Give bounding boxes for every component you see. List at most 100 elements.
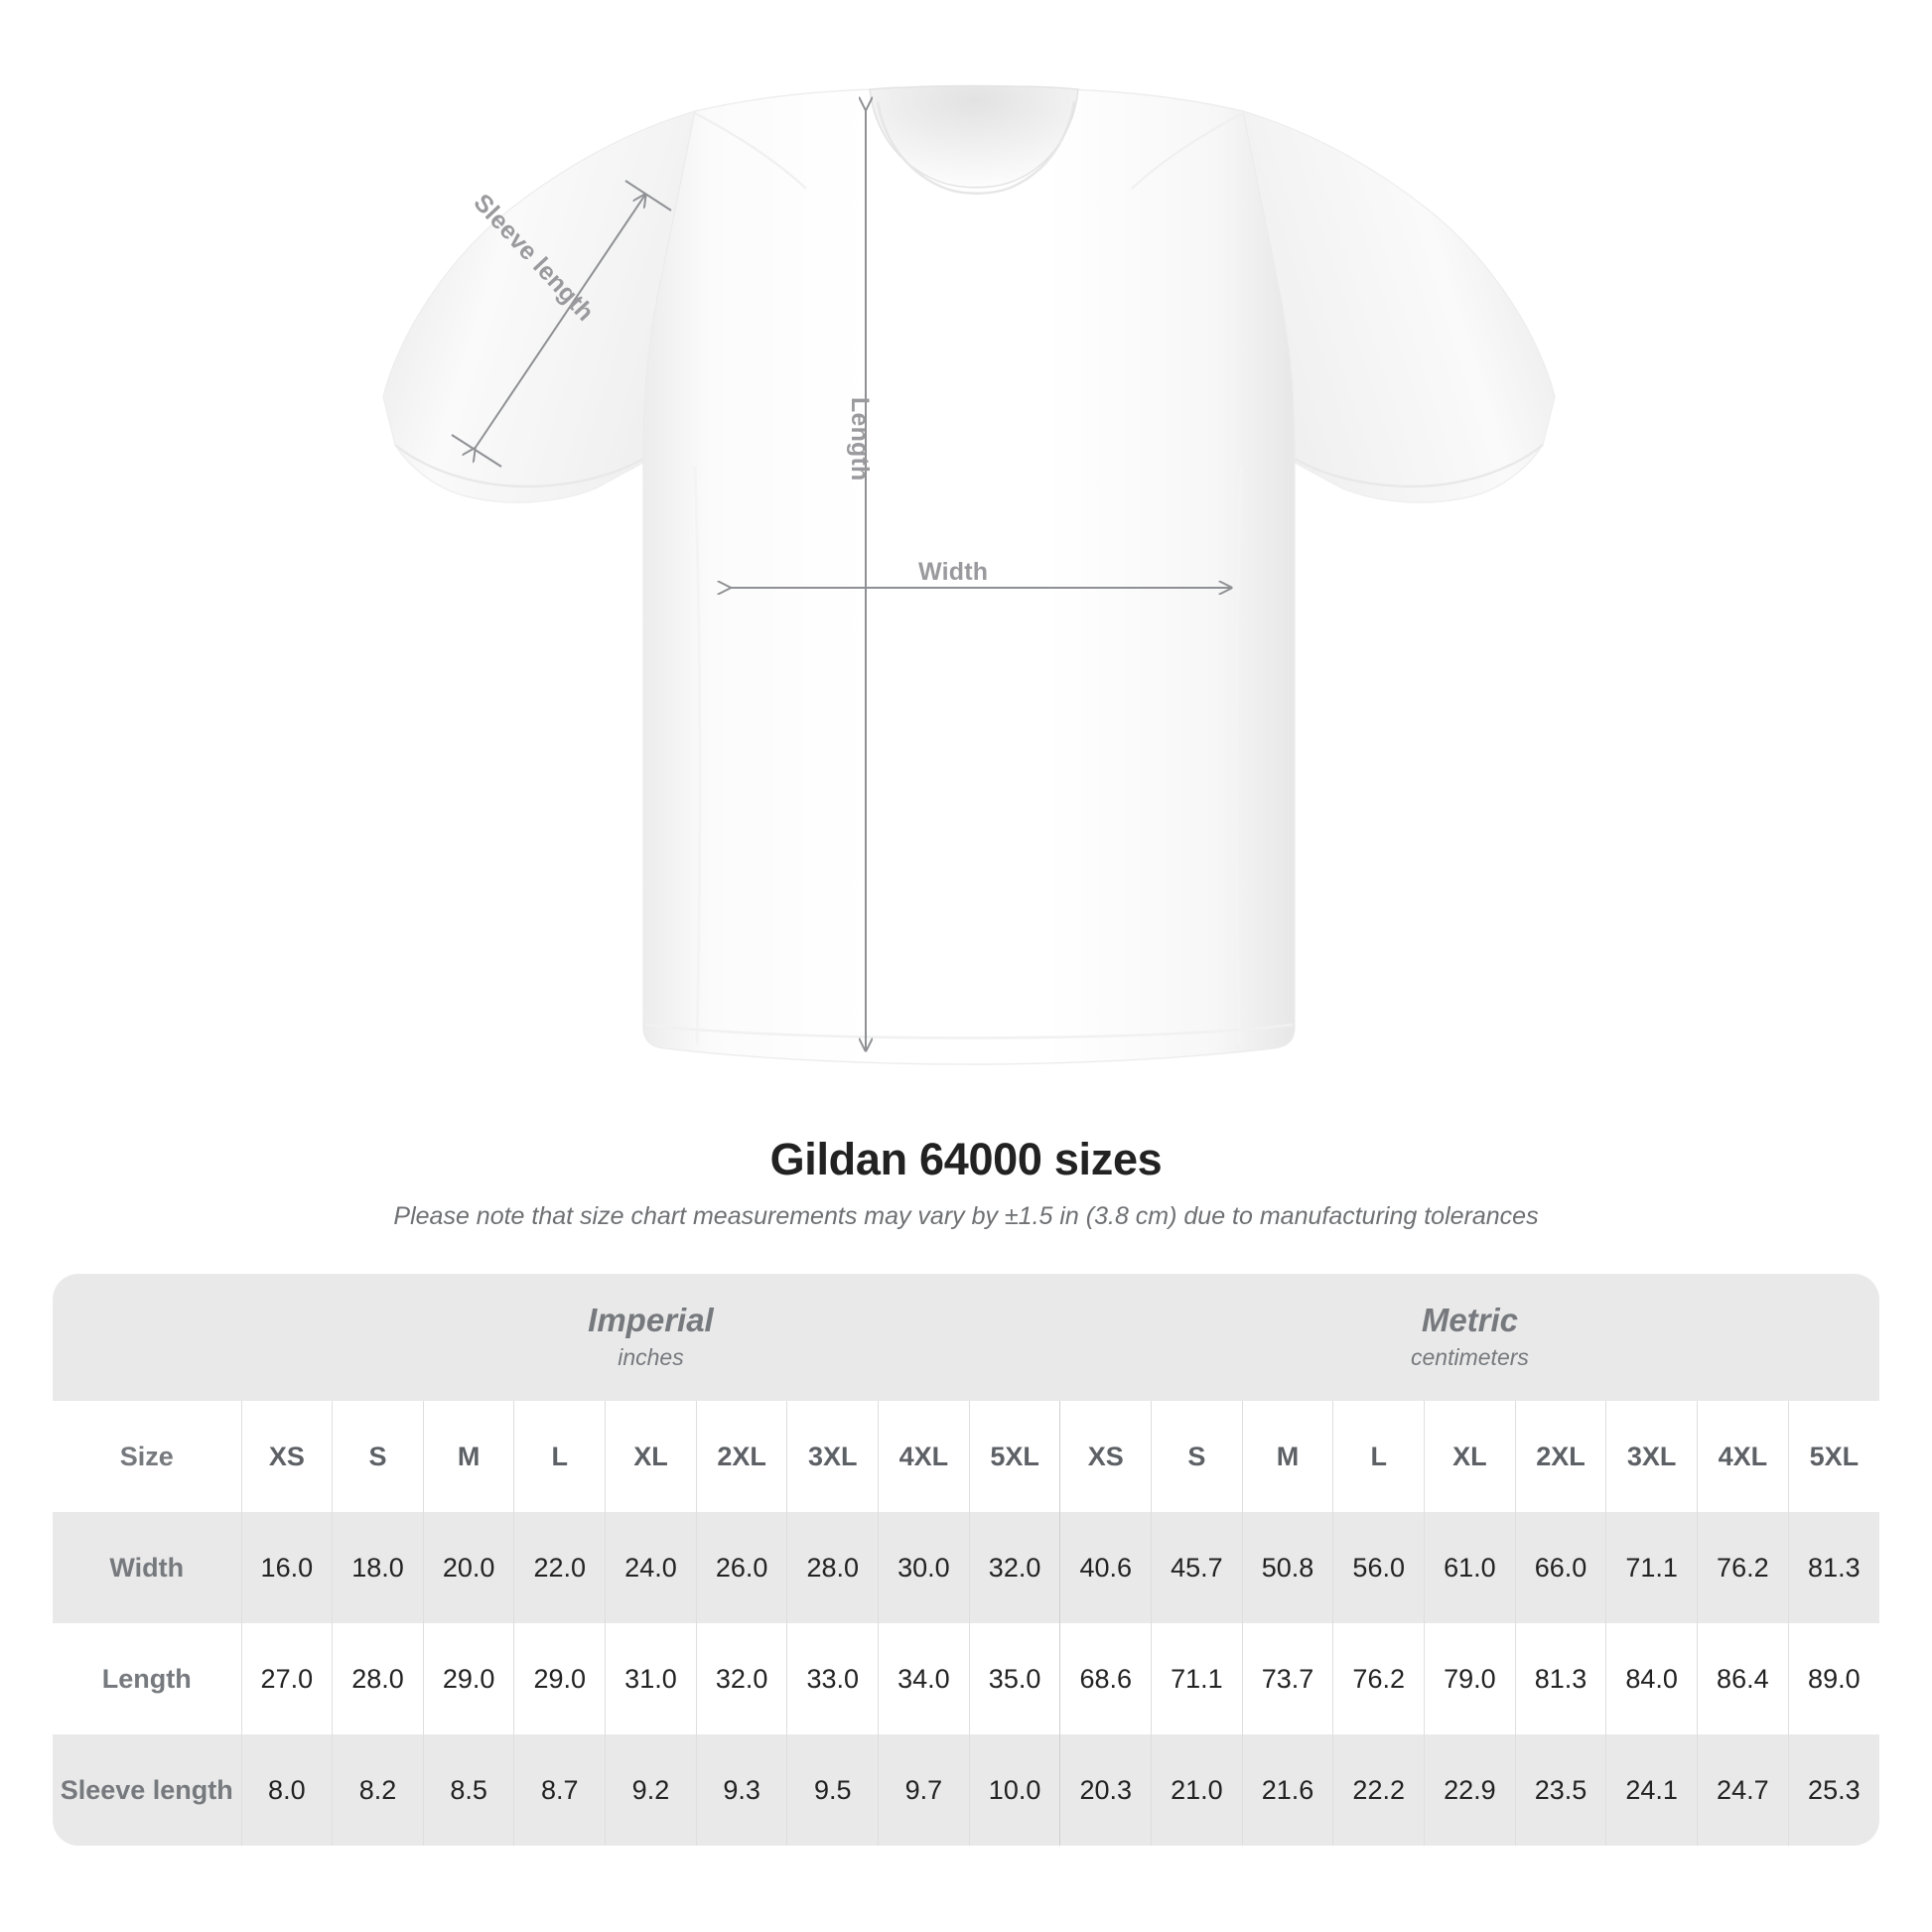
size-header-cell: XS: [240, 1401, 333, 1512]
tshirt-left-shoulder-seam: [694, 112, 807, 190]
measurement-cell: 73.7: [1241, 1623, 1333, 1734]
size-header-cell: L: [1332, 1401, 1425, 1512]
measurement-cell: 24.7: [1697, 1734, 1789, 1846]
measurement-cell: 20.3: [1059, 1734, 1152, 1846]
measurement-cell: 79.0: [1424, 1623, 1516, 1734]
table-row: Sleeve length 8.0 8.2 8.5 8.7 9.2 9.3 9.5 9.7 10.…: [53, 1734, 1879, 1846]
size-header-cell: L: [513, 1401, 606, 1512]
measurement-cell: 23.5: [1514, 1734, 1606, 1846]
size-header-cell: 3XL: [1605, 1401, 1698, 1512]
tshirt-right-sleeve: [1242, 110, 1556, 503]
size-chart-table: Imperial inches Metric centimeters Size …: [53, 1274, 1879, 1846]
measurement-cell: 81.3: [1787, 1512, 1879, 1623]
metric-unit-sub: centimeters: [1411, 1344, 1529, 1371]
tshirt-right-shoulder-seam: [1131, 112, 1244, 190]
size-header-cell: 5XL: [968, 1401, 1060, 1512]
measurement-cell: 8.7: [513, 1734, 606, 1846]
size-chart-table-container: Imperial inches Metric centimeters Size …: [53, 1274, 1879, 1846]
measurement-cell: 21.6: [1241, 1734, 1333, 1846]
tshirt-bottom-hem: [644, 1023, 1294, 1039]
measurement-cell: 9.5: [786, 1734, 879, 1846]
measurement-cell: 66.0: [1514, 1512, 1606, 1623]
measurement-cell: 32.0: [695, 1623, 787, 1734]
measurement-cell: 76.2: [1332, 1623, 1425, 1734]
tolerance-note: Please note that size chart measurements…: [393, 1201, 1539, 1230]
page-title: Gildan 64000 sizes: [769, 1134, 1163, 1184]
measurement-cell: 10.0: [968, 1734, 1060, 1846]
size-header-cell: 2XL: [695, 1401, 787, 1512]
size-row-label: Size: [53, 1401, 241, 1512]
measurement-cell: 33.0: [786, 1623, 879, 1734]
measurement-cell: 22.2: [1332, 1734, 1425, 1846]
units-banner-row: Imperial inches Metric centimeters: [53, 1274, 1879, 1401]
measurement-cell: 61.0: [1424, 1512, 1516, 1623]
measurement-cell: 28.0: [332, 1623, 424, 1734]
measurement-cell: 22.9: [1424, 1734, 1516, 1846]
metric-unit-cell: Metric centimeters: [1059, 1274, 1879, 1401]
measurement-cell: 29.0: [422, 1623, 514, 1734]
measurement-cell: 8.0: [240, 1734, 333, 1846]
size-header-cell: 5XL: [1787, 1401, 1879, 1512]
measurement-cell: 31.0: [605, 1623, 697, 1734]
measurement-cell: 30.0: [878, 1512, 970, 1623]
units-banner-spacer: [53, 1274, 241, 1401]
size-header-cell: S: [332, 1401, 424, 1512]
metric-unit-name: Metric: [1421, 1302, 1519, 1339]
measurement-cell: 50.8: [1241, 1512, 1333, 1623]
measurement-cell: 21.0: [1151, 1734, 1243, 1846]
measurement-cell: 8.5: [422, 1734, 514, 1846]
measurement-cell: 71.1: [1151, 1623, 1243, 1734]
size-header-cell: XS: [1059, 1401, 1152, 1512]
sleeve-dimension-line: [475, 195, 645, 449]
chart-heading: Gildan 64000 sizes Please note that size…: [0, 1135, 1932, 1231]
measurement-cell: 27.0: [240, 1623, 333, 1734]
measurement-cell: 28.0: [786, 1512, 879, 1623]
measurement-cell: 18.0: [332, 1512, 424, 1623]
table-row: Length 27.0 28.0 29.0 29.0 31.0 32.0 33.0 34.0 35…: [53, 1623, 1879, 1734]
size-header-cell: 3XL: [786, 1401, 879, 1512]
measurement-cell: 56.0: [1332, 1512, 1425, 1623]
tshirt-right-fold: [1234, 466, 1243, 1045]
measurement-cell: 40.6: [1059, 1512, 1152, 1623]
measurement-cell: 24.0: [605, 1512, 697, 1623]
measurement-cell: 24.1: [1605, 1734, 1698, 1846]
imperial-unit-sub: inches: [618, 1344, 684, 1371]
measurement-cell: 22.0: [513, 1512, 606, 1623]
sleeve-dimension-cap-top: [624, 180, 672, 211]
measurement-cell: 86.4: [1697, 1623, 1789, 1734]
measurement-cell: 68.6: [1059, 1623, 1152, 1734]
tshirt-diagram-svg: [382, 84, 1556, 1065]
length-dimension-label: Length: [846, 397, 874, 482]
size-header-cell: 4XL: [878, 1401, 970, 1512]
imperial-unit-name: Imperial: [588, 1302, 714, 1339]
tshirt-left-fold: [693, 466, 702, 1045]
tshirt-collar-seam: [876, 100, 1076, 195]
size-header-row: Size XS S M L XL 2XL 3XL 4XL 5XL XS S M L XL 2XL 3XL 4XL…: [53, 1401, 1879, 1512]
tshirt-collar: [869, 84, 1079, 189]
measurement-row-label: Width: [53, 1512, 241, 1623]
measurement-cell: 20.0: [422, 1512, 514, 1623]
measurement-cell: 9.3: [695, 1734, 787, 1846]
measurement-cell: 26.0: [695, 1512, 787, 1623]
table-row: Width 16.0 18.0 20.0 22.0 24.0 26.0 28.0 30.0 32.…: [53, 1512, 1879, 1623]
size-header-cell: XL: [1424, 1401, 1516, 1512]
measurement-cell: 89.0: [1787, 1623, 1879, 1734]
measurement-cell: 81.3: [1514, 1623, 1606, 1734]
tshirt-illustration: Width Length Sleeve length: [382, 84, 1556, 1065]
size-header-cell: 4XL: [1697, 1401, 1789, 1512]
measurement-cell: 84.0: [1605, 1623, 1698, 1734]
measurement-cell: 45.7: [1151, 1512, 1243, 1623]
measurement-cell: 34.0: [878, 1623, 970, 1734]
measurement-cell: 9.7: [878, 1734, 970, 1846]
width-dimension-label: Width: [918, 558, 989, 586]
tshirt-left-sleeve-hem: [394, 444, 644, 488]
size-header-cell: XL: [605, 1401, 697, 1512]
measurement-cell: 25.3: [1787, 1734, 1879, 1846]
imperial-unit-cell: Imperial inches: [241, 1274, 1060, 1401]
measurement-cell: 9.2: [605, 1734, 697, 1846]
size-header-cell: M: [422, 1401, 514, 1512]
size-header-cell: M: [1241, 1401, 1333, 1512]
measurement-row-label: Length: [53, 1623, 241, 1734]
measurement-row-label: Sleeve length: [53, 1734, 241, 1846]
measurement-cell: 29.0: [513, 1623, 606, 1734]
